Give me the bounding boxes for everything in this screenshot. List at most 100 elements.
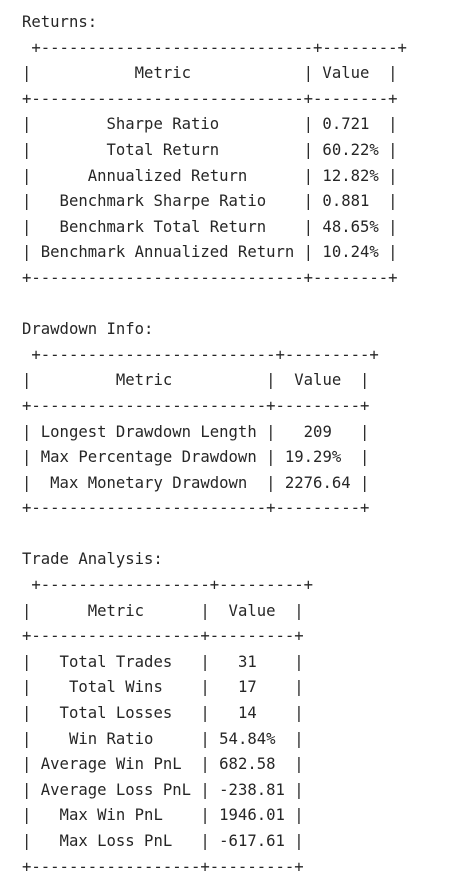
- value-cell: -238.81: [209, 780, 295, 799]
- table-separator: |: [360, 371, 370, 390]
- value-cell: 17: [209, 678, 295, 697]
- table-separator: |: [200, 729, 210, 748]
- table-separator: |: [266, 448, 276, 467]
- metric-cell: Average Loss PnL: [31, 780, 201, 799]
- table-separator: |: [294, 678, 304, 697]
- blank-line: [22, 292, 407, 318]
- table-row: | Total Return | 60.22% |: [22, 138, 407, 164]
- table-separator: |: [303, 115, 314, 134]
- value-cell: 19.29%: [275, 448, 360, 467]
- table-row: | Max Percentage Drawdown | 19.29% |: [22, 445, 407, 471]
- table-border-top: +------------------+---------+: [22, 573, 407, 599]
- table-separator: |: [294, 780, 304, 799]
- table-separator: |: [22, 704, 32, 723]
- table-separator: |: [22, 422, 32, 441]
- metric-cell: Annualized Return: [31, 166, 304, 185]
- table-separator: |: [294, 601, 304, 620]
- table-separator: |: [266, 371, 276, 390]
- table-row: | Benchmark Annualized Return | 10.24% |: [22, 240, 407, 266]
- table-border: +-----------------------------+--------+: [22, 268, 398, 287]
- table-separator: |: [360, 422, 370, 441]
- table-row: | Benchmark Sharpe Ratio | 0.881 |: [22, 189, 407, 215]
- table-separator: |: [22, 473, 32, 492]
- table-row: | Average Win PnL | 682.58 |: [22, 752, 407, 778]
- section-title: Drawdown Info:: [22, 317, 407, 343]
- table-separator: |: [388, 192, 398, 211]
- table-border-top: +-----------------------------+--------+: [22, 36, 407, 62]
- table-separator: |: [388, 166, 398, 185]
- table-row: | Total Wins | 17 |: [22, 675, 407, 701]
- table-row: | Longest Drawdown Length | 209 |: [22, 420, 407, 446]
- table-separator: |: [294, 652, 304, 671]
- table-separator: |: [294, 832, 304, 850]
- metric-cell: Sharpe Ratio: [31, 115, 304, 134]
- table-border: +------------------+---------+: [22, 576, 314, 595]
- table-separator: |: [266, 422, 276, 441]
- table-border: +-------------------------+---------+: [22, 345, 379, 364]
- header-value: Value: [313, 64, 389, 83]
- section-title-text: Returns:: [22, 13, 98, 31]
- table-border: +------------------+---------+: [22, 857, 304, 876]
- table-separator: |: [303, 192, 314, 211]
- value-cell: 0.881: [313, 192, 389, 211]
- table-header-row: | Metric | Value |: [22, 368, 407, 394]
- table-separator: |: [200, 755, 210, 774]
- metric-cell: Average Win PnL: [31, 755, 201, 774]
- table-row: | Total Losses | 14 |: [22, 701, 407, 727]
- table-border: +-----------------------------+--------+: [22, 38, 407, 57]
- table-border-mid: +------------------+---------+: [22, 624, 407, 650]
- table-separator: |: [22, 755, 32, 774]
- table-row: | Benchmark Total Return | 48.65% |: [22, 215, 407, 241]
- value-cell: 1946.01: [209, 806, 295, 825]
- table-separator: |: [294, 755, 304, 774]
- table-row: | Max Loss PnL | -617.61 |: [22, 829, 407, 855]
- table-separator: |: [200, 601, 210, 620]
- metric-cell: Total Trades: [31, 652, 201, 671]
- table-separator: |: [22, 729, 32, 748]
- value-cell: 0.721: [313, 115, 389, 134]
- table-border-mid: +-----------------------------+--------+: [22, 87, 407, 113]
- table-row: | Average Loss PnL | -238.81 |: [22, 778, 407, 804]
- table-separator: |: [200, 780, 210, 799]
- metric-cell: Longest Drawdown Length: [31, 422, 267, 441]
- table-separator: |: [388, 217, 398, 236]
- metric-cell: Max Monetary Drawdown: [31, 473, 267, 492]
- table-separator: |: [22, 115, 32, 134]
- value-cell: 48.65%: [313, 217, 389, 236]
- blank-line: [22, 522, 407, 548]
- header-value: Value: [275, 371, 360, 390]
- table-separator: |: [22, 832, 32, 850]
- value-cell: 2276.64: [275, 473, 360, 492]
- header-metric: Metric: [31, 371, 267, 390]
- header-value: Value: [209, 601, 295, 620]
- table-header-row: | Metric | Value |: [22, 599, 407, 625]
- table-separator: |: [22, 780, 32, 799]
- section-title-text: Drawdown Info:: [22, 320, 154, 339]
- section-title: Trade Analysis:: [22, 547, 407, 573]
- metric-cell: Benchmark Sharpe Ratio: [31, 192, 304, 211]
- table-row: | Max Win PnL | 1946.01 |: [22, 803, 407, 829]
- value-cell: 10.24%: [313, 243, 389, 262]
- table-separator: |: [200, 678, 210, 697]
- table-header-row: | Metric | Value |: [22, 61, 407, 87]
- table-separator: |: [294, 806, 304, 825]
- header-metric: Metric: [31, 601, 201, 620]
- table-separator: |: [22, 64, 32, 83]
- table-separator: |: [22, 448, 32, 467]
- metric-cell: Benchmark Annualized Return: [31, 243, 304, 262]
- table-border-bottom: +------------------+---------+: [22, 855, 407, 880]
- table-separator: |: [22, 192, 32, 211]
- value-cell: 14: [209, 704, 295, 723]
- value-cell: 12.82%: [313, 166, 389, 185]
- table-separator: |: [22, 678, 32, 697]
- table-separator: |: [22, 652, 32, 671]
- table-separator: |: [22, 371, 32, 390]
- table-row: | Annualized Return | 12.82% |: [22, 164, 407, 190]
- table-separator: |: [22, 217, 32, 236]
- table-separator: |: [360, 448, 370, 467]
- value-cell: 60.22%: [313, 140, 389, 159]
- table-separator: |: [388, 115, 398, 134]
- table-separator: |: [200, 806, 210, 825]
- table-separator: |: [303, 166, 314, 185]
- header-metric: Metric: [31, 64, 304, 83]
